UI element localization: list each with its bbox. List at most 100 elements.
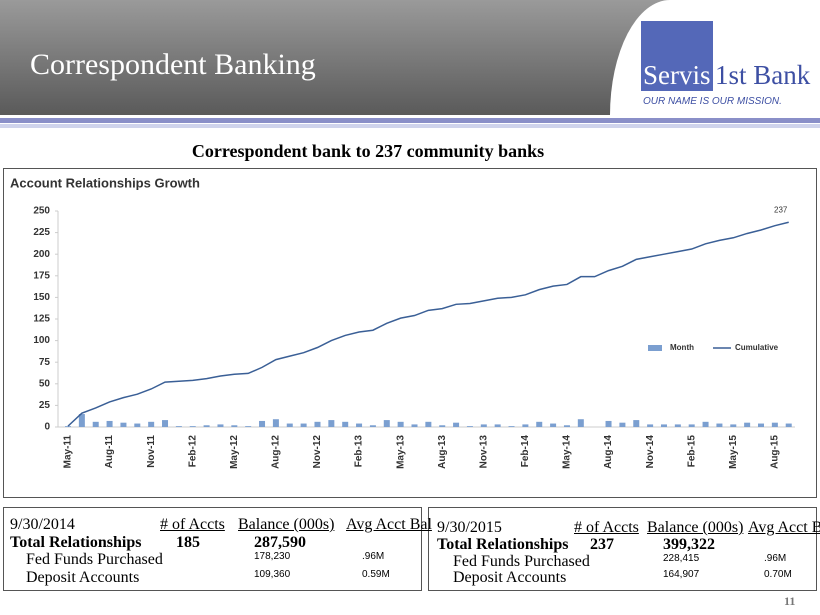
table-cell: # of Accts — [574, 519, 639, 536]
bar — [758, 423, 764, 427]
bar — [397, 421, 404, 427]
table-cell: 9/30/2014 — [10, 516, 75, 533]
legend-label: Cumulative — [735, 343, 779, 352]
y-tick-label: 0 — [44, 422, 50, 433]
table-cell: 164,907 — [663, 569, 700, 580]
x-tick-label: Feb-14 — [520, 435, 531, 468]
x-tick-label: May-12 — [229, 435, 240, 469]
x-tick-label: Nov-14 — [645, 435, 656, 469]
x-tick-label: Aug-13 — [437, 435, 448, 469]
table-cell: .96M — [362, 551, 385, 562]
x-tick-label: Aug-15 — [770, 435, 781, 469]
table-cell: # of Accts — [160, 516, 225, 533]
x-tick-label: Aug-12 — [271, 435, 282, 469]
chart-title: Account Relationships Growth — [10, 175, 200, 190]
x-tick-label: May-11 — [63, 435, 74, 469]
y-tick-label: 125 — [33, 314, 50, 325]
x-tick-label: May-15 — [728, 435, 739, 469]
page-title: Correspondent Banking — [30, 48, 316, 81]
bar — [674, 424, 681, 427]
table-cell: Balance (000s) — [647, 519, 744, 536]
bar — [411, 424, 418, 427]
bar — [106, 420, 113, 427]
table-cell: .96M — [764, 553, 787, 564]
x-tick-label: Feb-12 — [187, 435, 198, 468]
bar — [78, 414, 85, 427]
bar — [203, 425, 210, 427]
bar — [730, 424, 737, 427]
bar — [550, 423, 557, 427]
table-cell: Balance (000s) — [238, 516, 335, 533]
table-cell: Fed Funds Purchased — [26, 551, 163, 568]
bar — [536, 421, 543, 427]
x-tick-label: May-13 — [395, 435, 406, 469]
table-cell: 287,590 — [254, 534, 306, 551]
bar — [328, 420, 335, 427]
subtitle: Correspondent bank to 237 community bank… — [191, 141, 545, 161]
bar — [688, 424, 695, 427]
x-tick-label: Feb-13 — [354, 435, 365, 468]
bar — [92, 421, 99, 427]
bar — [702, 421, 709, 427]
bar — [286, 423, 293, 427]
stripe — [0, 118, 820, 123]
y-tick-label: 200 — [33, 249, 50, 260]
logo-text: Servis — [643, 60, 711, 90]
y-tick-label: 100 — [33, 335, 50, 346]
y-tick-label: 25 — [39, 400, 51, 411]
bar — [605, 420, 612, 427]
x-tick-label: May-14 — [562, 435, 573, 469]
bar — [466, 426, 473, 427]
x-tick-label: Nov-13 — [478, 435, 489, 469]
legend-label: Month — [670, 343, 694, 352]
y-tick-label: 50 — [39, 378, 51, 389]
bar — [369, 425, 376, 427]
bar — [522, 424, 529, 427]
chart: Account Relationships Growth 0 25 50 75 100 1… — [10, 175, 795, 469]
bar — [300, 423, 307, 427]
y-tick-label: 150 — [33, 292, 50, 303]
table-cell: Total Relationships — [10, 534, 142, 551]
bar — [272, 419, 279, 427]
bar — [439, 425, 446, 427]
bar — [716, 423, 723, 427]
table-cell: Avg Acct Bal — [346, 516, 432, 533]
tagline: OUR NAME IS OUR MISSION. — [643, 96, 782, 107]
table-cell: 178,230 — [254, 551, 291, 562]
y-tick-label: 75 — [39, 357, 51, 368]
bar — [383, 420, 390, 427]
bar — [162, 420, 169, 427]
bar — [175, 426, 182, 427]
bar — [563, 425, 570, 427]
table-cell: 109,360 — [254, 569, 291, 580]
table-cell: 228,415 — [663, 553, 700, 564]
logo-square — [641, 21, 713, 91]
table-cell: 9/30/2015 — [437, 519, 502, 536]
bar — [65, 426, 71, 427]
bar — [356, 423, 363, 427]
bar — [480, 424, 487, 427]
bar — [245, 426, 252, 427]
table-cell: 237 — [590, 536, 614, 553]
bar — [134, 423, 141, 427]
bar — [189, 426, 196, 427]
x-tick-label: Feb-15 — [686, 435, 697, 468]
y-tick-label: 250 — [33, 206, 50, 217]
table-cell: 0.59M — [362, 569, 390, 580]
legend-swatch — [648, 345, 662, 351]
x-tick-label: Nov-12 — [312, 435, 323, 469]
table-cell: Deposit Accounts — [26, 569, 140, 586]
bar — [231, 425, 238, 427]
bar — [342, 421, 349, 427]
y-tick-label: 175 — [33, 270, 50, 281]
bar — [120, 422, 127, 427]
logo-text: 1st Bank — [715, 60, 811, 90]
bar — [660, 424, 667, 427]
line — [67, 221, 789, 427]
bar — [494, 424, 501, 427]
table-cell: 399,322 — [663, 536, 715, 553]
table-frame — [3, 507, 422, 591]
stripe — [0, 124, 820, 128]
x-tick-label: Aug-14 — [603, 435, 614, 469]
